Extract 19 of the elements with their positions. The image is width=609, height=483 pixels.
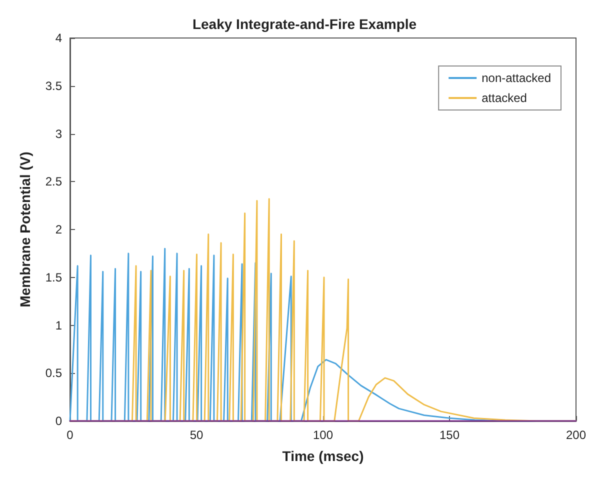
chart-title: Leaky Integrate-and-Fire Example bbox=[192, 16, 417, 32]
y-tick-label: 1.5 bbox=[45, 270, 62, 284]
y-tick-label: 2.5 bbox=[45, 174, 62, 189]
y-tick-label: 3 bbox=[55, 126, 62, 141]
legend-label: non-attacked bbox=[482, 71, 552, 85]
y-axis-title: Membrane Potential (V) bbox=[17, 152, 33, 308]
legend-label: attacked bbox=[482, 91, 527, 105]
x-tick-label: 0 bbox=[66, 428, 74, 442]
y-tick-label: 3.5 bbox=[45, 78, 62, 93]
y-tick-label: 0.5 bbox=[45, 366, 62, 380]
y-tick-label: 1 bbox=[55, 318, 62, 332]
x-tick-label: 50 bbox=[190, 428, 204, 442]
x-tick-label: 100 bbox=[312, 428, 334, 442]
x-tick-label: 150 bbox=[439, 428, 460, 442]
y-tick-label: 0 bbox=[55, 414, 62, 428]
y-tick-label: 2 bbox=[55, 222, 62, 236]
x-tick-label: 200 bbox=[566, 428, 586, 442]
y-tick-label: 4 bbox=[55, 31, 62, 45]
x-axis-title: Time (msec) bbox=[282, 448, 364, 464]
